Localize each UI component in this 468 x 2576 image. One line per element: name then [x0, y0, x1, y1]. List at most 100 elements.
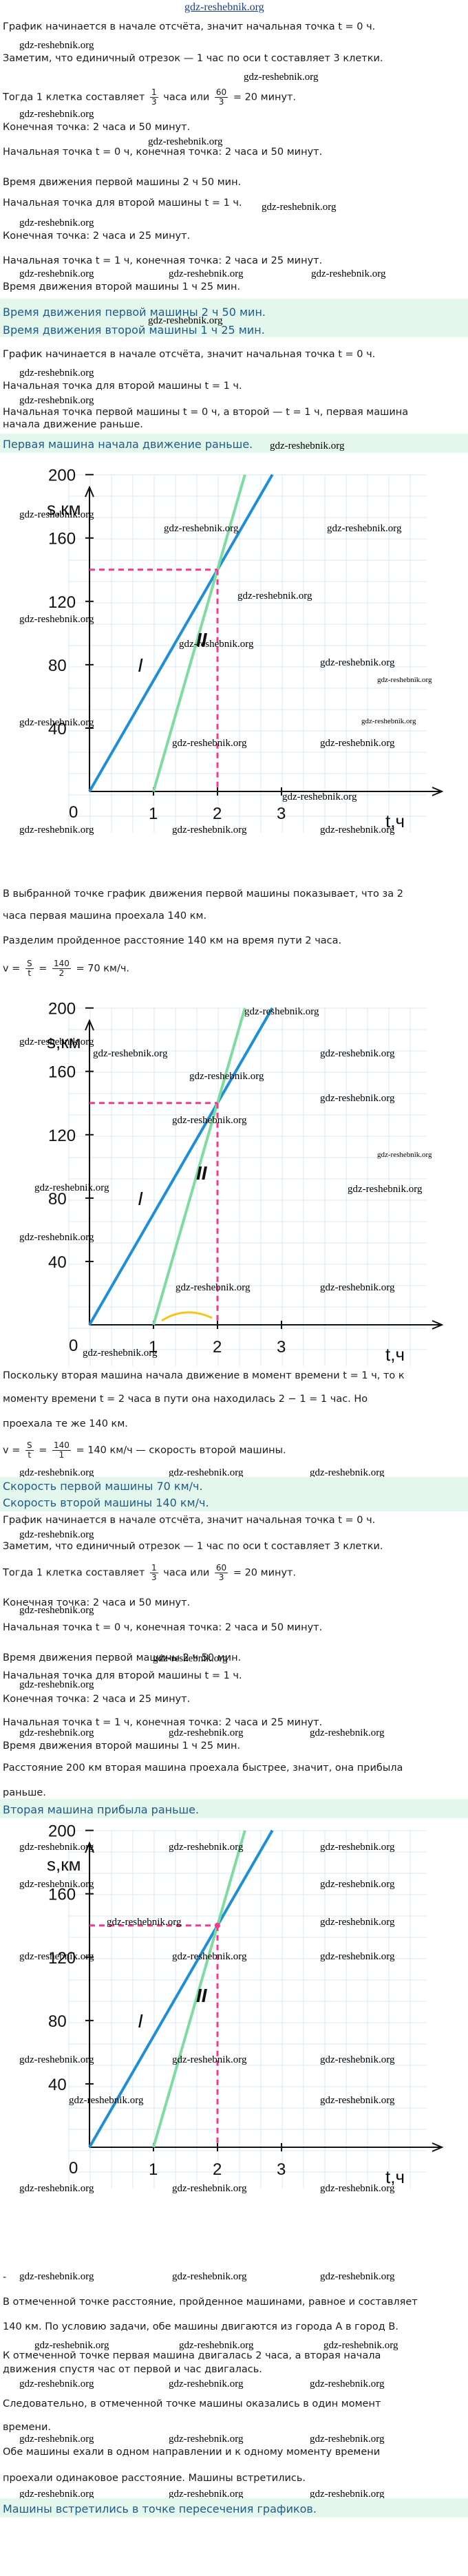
text-line: Начальная точка для второй машины t = 1 …: [3, 381, 242, 392]
watermark: gdz-reshebnik.org: [169, 2434, 244, 2445]
watermark: gdz-reshebnik.org: [164, 523, 239, 534]
watermark: gdz-reshebnik.org: [19, 268, 94, 279]
x-tick-label: 3: [277, 2160, 286, 2179]
text-line: Начальная точка t = 1 ч, конечная точка:…: [3, 1717, 323, 1728]
watermark: gdz-reshebnik.org: [244, 1006, 319, 1017]
line-first-label: I: [138, 1188, 143, 1209]
y-tick-label: 120: [48, 1949, 76, 1968]
text-line: Начальная точка t = 0 ч, конечная точка:…: [3, 147, 323, 158]
watermark: gdz-reshebnik.org: [19, 2183, 94, 2194]
x-tick-label: 2: [213, 2160, 222, 2179]
y-tick-label: 200: [48, 1824, 76, 1841]
watermark: gdz-reshebnik.org: [361, 717, 416, 725]
watermark: gdz-reshebnik.org: [348, 1184, 423, 1195]
watermark: gdz-reshebnik.org: [189, 1071, 264, 1082]
watermark: gdz-reshebnik.org: [169, 1727, 244, 1738]
x-axis-label: t,ч: [385, 2167, 405, 2187]
watermark: gdz-reshebnik.org: [320, 1951, 395, 1962]
y-tick-label: 40: [48, 1253, 67, 1272]
watermark: gdz-reshebnik.org: [19, 2489, 94, 2500]
line-second-car: [152, 1830, 246, 2148]
watermark: gdz-reshebnik.org: [310, 2434, 385, 2445]
text-line: Конечная точка: 2 часа и 50 минут.: [3, 122, 191, 133]
text-line: Разделим пройденное расстояние 140 км на…: [3, 935, 342, 946]
text-fragment: Тогда 1 клетка составляет: [3, 92, 145, 103]
watermark: gdz-reshebnik.org: [19, 217, 94, 228]
answer-line: Время движения первой машины 2 ч 50 мин.: [3, 306, 266, 319]
watermark: gdz-reshebnik.org: [172, 824, 247, 835]
text-line: Начальная точка для второй машины t = 1 …: [3, 1670, 242, 1681]
text-line: Расстояние 200 км вторая машина проехала…: [3, 1763, 403, 1774]
watermark: gdz-reshebnik.org: [282, 791, 357, 802]
y-tick-label: 200: [48, 468, 76, 485]
text-line: Время движения первой машины 2 ч 50 мин.: [3, 177, 242, 188]
watermark: gdz-reshebnik.org: [172, 1951, 247, 1962]
x-tick-label: 2: [213, 805, 222, 823]
text-line: Начальная точка для второй машины t = 1 …: [3, 198, 242, 209]
text-line: Конечная точка: 2 часа и 25 минут.: [3, 1694, 191, 1705]
watermark: gdz-reshebnik.org: [19, 109, 94, 120]
watermark: gdz-reshebnik.org: [320, 2095, 395, 2106]
y-tick-label: 40: [48, 720, 67, 738]
watermark: gdz-reshebnik.org: [19, 1679, 94, 1690]
watermark: gdz-reshebnik.org: [19, 717, 94, 728]
text-line: Поскольку вторая машина начала движение …: [3, 1370, 405, 1381]
watermark: gdz-reshebnik.org: [179, 2340, 254, 2351]
watermark: gdz-reshebnik.org: [320, 2271, 395, 2282]
watermark: gdz-reshebnik.org: [34, 1182, 109, 1193]
x-axis-arrow: [432, 787, 444, 796]
watermark: gdz-reshebnik.org: [19, 1879, 94, 1890]
watermark: gdz-reshebnik.org: [172, 2054, 247, 2065]
x-tick-label: 1: [149, 1338, 158, 1356]
text-line: Следовательно, в отмеченной точке машины…: [3, 2398, 381, 2409]
text-line: начала движение раньше.: [3, 419, 143, 430]
text-line: моменту времени t = 2 часа в пути она на…: [3, 1394, 368, 1405]
line-second-car: [152, 1008, 246, 1326]
y-tick-label: 80: [48, 2012, 67, 2031]
text-line: Начальная точка t = 0 ч, конечная точка:…: [3, 1622, 323, 1633]
line-second-label: II: [196, 629, 208, 650]
watermark: gdz-reshebnik.org: [320, 2183, 395, 2194]
text-line: Начальная точка первой машины t = 0 ч, а…: [3, 407, 409, 418]
watermark: gdz-reshebnik.org: [19, 1467, 94, 1478]
watermark: gdz-reshebnik.org: [377, 1151, 432, 1159]
watermark: gdz-reshebnik.org: [148, 136, 223, 147]
text-line: движения спустя час от первой и час двиг…: [3, 2364, 262, 2375]
watermark: gdz-reshebnik.org: [153, 1653, 228, 1664]
watermark: gdz-reshebnik.org: [19, 2054, 94, 2065]
y-tick-label: 120: [48, 593, 76, 612]
fraction: 60 3: [214, 87, 228, 107]
watermark: gdz-reshebnik.org: [19, 614, 94, 625]
watermark: gdz-reshebnik.org: [320, 657, 395, 668]
watermark: gdz-reshebnik.org: [107, 1917, 182, 1928]
line-first-car: [88, 473, 274, 792]
y-tick-label: 80: [48, 657, 67, 675]
watermark: gdz-reshebnik.org: [19, 1036, 94, 1047]
line-first-car: [88, 1829, 274, 2148]
text-line: Обе машины ехали в одном направлении и к…: [3, 2447, 381, 2458]
watermark: gdz-reshebnik.org: [19, 2378, 94, 2389]
watermark: gdz-reshebnik.org: [19, 368, 94, 379]
x-tick-label: 2: [213, 1338, 222, 1356]
y-tick-label: 40: [48, 2076, 67, 2094]
watermark: gdz-reshebnik.org: [270, 440, 345, 451]
y-tick-label: 120: [48, 1127, 76, 1145]
watermark: gdz-reshebnik.org: [19, 824, 94, 835]
watermark: gdz-reshebnik.org: [320, 2054, 395, 2065]
text-line: проехала те же 140 км.: [3, 1418, 128, 1429]
text-line: проехали одинаковое расстояние. Машины в…: [3, 2473, 306, 2484]
text-line: График начинается в начале отсчёта, знач…: [3, 1515, 376, 1526]
text-line: Время движения первой машины 2 ч 50 мин.: [3, 1652, 242, 1663]
answer-line: Первая машина начала движение раньше.: [3, 438, 253, 451]
site-logo[interactable]: gdz-reshebnik.org: [184, 1, 264, 13]
watermark: gdz-reshebnik.org: [19, 1842, 94, 1853]
line-second-car: [152, 474, 246, 792]
watermark: gdz-reshebnik.org: [310, 1727, 385, 1738]
watermark: gdz-reshebnik.org: [19, 1605, 94, 1616]
answer-box: [0, 434, 468, 453]
y-axis-label: s,км: [47, 1032, 81, 1052]
y-axis-label: s,км: [47, 498, 81, 519]
angle-arc: [161, 1311, 213, 1322]
